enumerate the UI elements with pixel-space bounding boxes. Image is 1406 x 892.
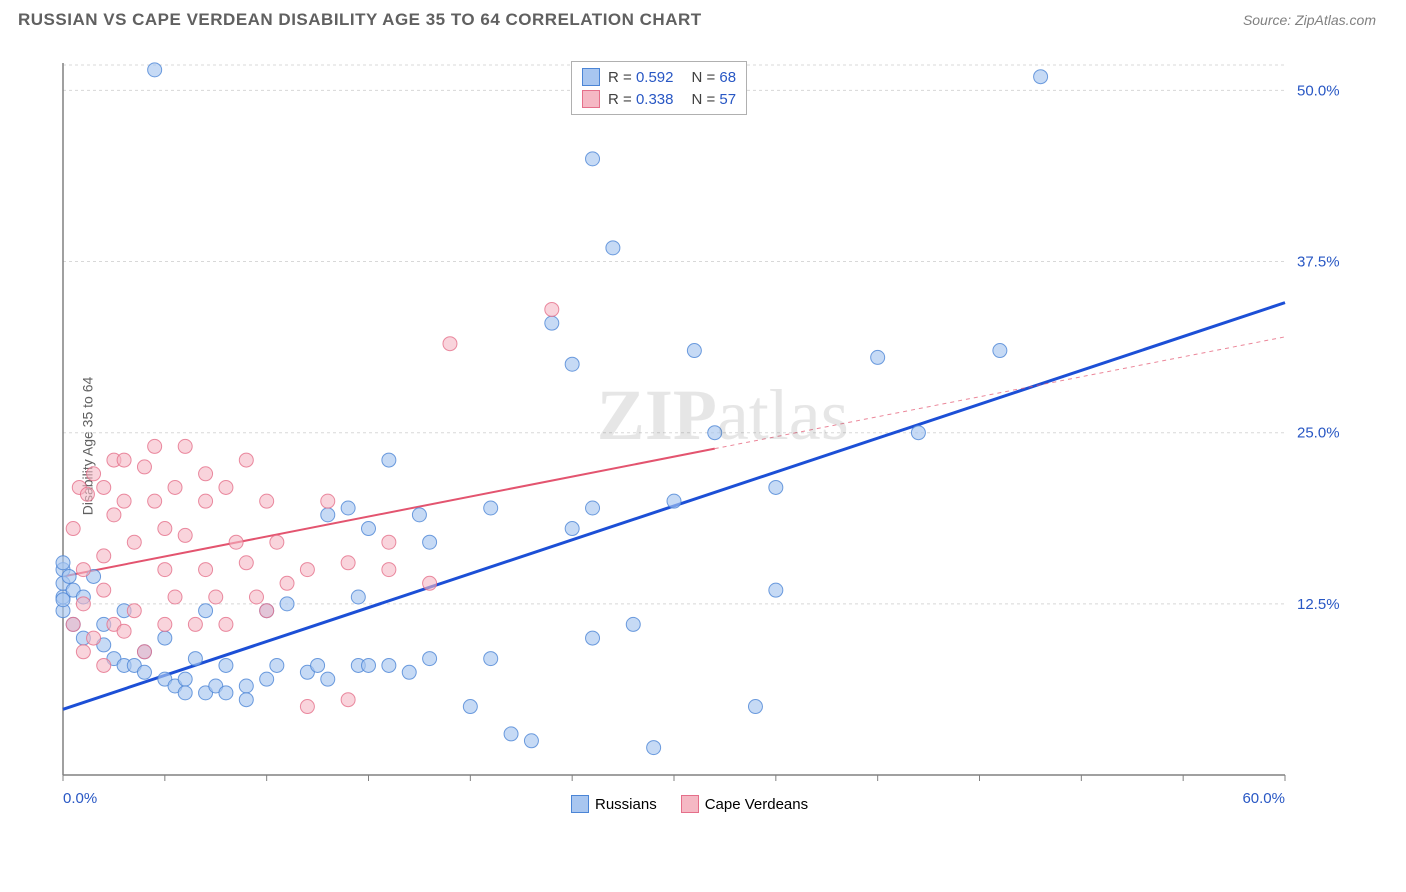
source-label: Source: ZipAtlas.com [1243,12,1376,28]
series-legend-item: Cape Verdeans [681,795,808,813]
series-name: Cape Verdeans [705,796,808,813]
svg-text:37.5%: 37.5% [1297,254,1340,271]
svg-text:0.0%: 0.0% [63,790,97,807]
n-label: N = 57 [691,91,736,108]
svg-text:50.0%: 50.0% [1297,82,1340,99]
legend-swatch [582,68,600,86]
stats-legend: R = 0.592 N = 68 R = 0.338 N = 57 [571,61,747,115]
stats-legend-row: R = 0.338 N = 57 [582,88,736,110]
chart-area: 25.0% 50.0% 12.5% 37.5% 0.0% 60.0% R = 0.592 N… [55,55,1345,815]
r-label: R = 0.338 [608,91,673,108]
legend-swatch [582,90,600,108]
series-name: Russians [595,796,657,813]
series-legend: Russians Cape Verdeans [571,795,808,813]
chart-title: RUSSIAN VS CAPE VERDEAN DISABILITY AGE 3… [18,10,702,30]
svg-text:12.5%: 12.5% [1297,596,1340,613]
svg-text:25.0%: 25.0% [1297,425,1340,442]
stats-legend-row: R = 0.592 N = 68 [582,66,736,88]
series-legend-item: Russians [571,795,657,813]
svg-text:60.0%: 60.0% [1242,790,1285,807]
scatter-plot: 25.0% 50.0% 12.5% 37.5% 0.0% 60.0% [55,55,1345,815]
r-label: R = 0.592 [608,69,673,86]
n-label: N = 68 [691,69,736,86]
legend-swatch [571,795,589,813]
legend-swatch [681,795,699,813]
